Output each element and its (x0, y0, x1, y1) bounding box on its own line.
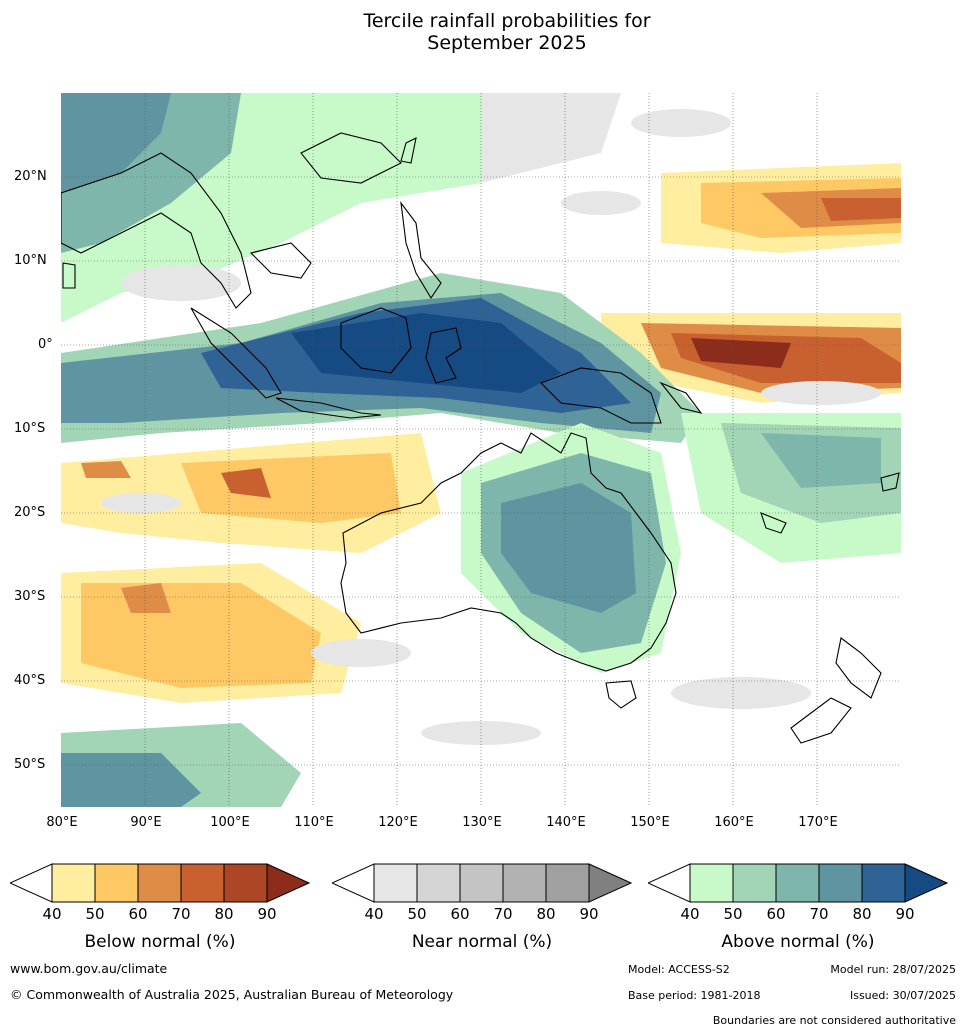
colorbar-tick: 60 (128, 905, 148, 923)
lon-label: 120°E (378, 815, 418, 830)
new-guinea-coast (540, 367, 662, 424)
lat-label: 20°S (14, 505, 46, 520)
colorbar-tick: 70 (493, 905, 513, 923)
lon-label: 130°E (462, 815, 502, 830)
colorbar-tick: 50 (85, 905, 105, 923)
colorbar-tick: 50 (723, 905, 743, 923)
sulawesi-coast (425, 327, 462, 384)
lat-label: 10°N (14, 253, 47, 268)
above-normal-colorbar (648, 863, 948, 903)
lat-label: 50°S (14, 757, 46, 772)
colorbar-tick: 60 (766, 905, 786, 923)
colorbar-arrow-low (10, 863, 53, 903)
colorbar-tick: 60 (450, 905, 470, 923)
lon-label: 160°E (714, 815, 754, 830)
near-normal-title: Near normal (%) (411, 932, 553, 952)
colorbar-tick: 80 (536, 905, 556, 923)
coastlines (61, 132, 900, 744)
probability-map (61, 93, 901, 807)
colorbar-segment (775, 863, 820, 903)
lat-label: 40°S (14, 673, 46, 688)
colorbar-tick: 90 (895, 905, 915, 923)
colorbar-segment (223, 863, 268, 903)
colorbar-segment (459, 863, 504, 903)
nz-south-island-coast (790, 697, 852, 744)
title-line-1: Tercile rainfall probabilities for (363, 10, 651, 32)
colorbar-segment (732, 863, 777, 903)
colorbar-tick: 70 (171, 905, 191, 923)
lon-label: 90°E (130, 815, 162, 830)
lon-label: 150°E (630, 815, 670, 830)
map-title: Tercile rainfall probabilities for Septe… (0, 10, 965, 54)
issued-text: Issued: 30/07/2025 (849, 989, 956, 1002)
colorbar-tick: 80 (214, 905, 234, 923)
above-normal-title: Above normal (%) (721, 932, 875, 952)
java-coast (275, 397, 382, 419)
region-above-nw-80 (61, 93, 171, 193)
colorbar-segment (648, 863, 691, 903)
indochina-coast (249, 242, 312, 279)
lat-label: 20°N (14, 169, 47, 184)
colorbar-segment (373, 863, 418, 903)
colorbar-segment (51, 863, 96, 903)
colorbar-segment (904, 863, 948, 903)
lat-label: 30°S (14, 589, 46, 604)
below-normal-title: Below normal (%) (84, 932, 236, 952)
colorbar-segment (689, 863, 734, 903)
lon-label: 110°E (294, 815, 334, 830)
below-normal-colorbar (10, 863, 310, 903)
colorbar-tick: 90 (257, 905, 277, 923)
near-normal-colorbar (332, 863, 632, 903)
colorbar-segment (861, 863, 906, 903)
colorbar-segment (266, 863, 310, 903)
sumatra-coast (190, 307, 282, 399)
lon-label: 100°E (210, 815, 250, 830)
copyright-text: © Commonwealth of Australia 2025, Austra… (10, 987, 454, 1002)
graticule (61, 93, 901, 807)
lat-label: 0° (38, 337, 53, 352)
nz-north-island-coast (835, 637, 882, 699)
base-period-text: Base period: 1981-2018 (628, 989, 761, 1002)
colorbar-segment (416, 863, 461, 903)
colorbar-segment (502, 863, 547, 903)
colorbar-segment (332, 863, 375, 903)
map-svg (61, 93, 901, 807)
china-coast (300, 132, 402, 184)
borneo-coast (340, 307, 412, 374)
model-run-text: Model run: 28/07/2025 (830, 963, 956, 976)
colorbar-tick: 40 (42, 905, 62, 923)
lat-label: 10°S (14, 421, 46, 436)
australia-coast (340, 432, 677, 672)
colorbar-tick: 40 (680, 905, 700, 923)
title-line-2: September 2025 (427, 32, 587, 54)
colorbar-tick: 70 (809, 905, 829, 923)
colorbar-tick: 40 (364, 905, 384, 923)
colorbar-segment (137, 863, 182, 903)
lon-label: 80°E (46, 815, 78, 830)
website-link[interactable]: www.bom.gov.au/climate (10, 961, 168, 976)
near-normal-patches (101, 109, 881, 745)
lon-label: 140°E (546, 815, 586, 830)
sri-lanka-coast (62, 262, 76, 289)
colorbar-tick: 90 (579, 905, 599, 923)
colorbar-segment (545, 863, 590, 903)
colorbar-tick: 80 (852, 905, 872, 923)
region-below-indian (181, 453, 401, 523)
colorbar-segment (588, 863, 632, 903)
tasmania-coast (605, 680, 637, 709)
se-asia-coast (61, 152, 252, 309)
colorbar-segment (818, 863, 863, 903)
colorbar-segment (180, 863, 225, 903)
model-text: Model: ACCESS-S2 (628, 963, 730, 976)
philippines-coast (400, 201, 442, 300)
colorbar-tick: 50 (407, 905, 427, 923)
disclaimer-text: Boundaries are not considered authoritat… (712, 1014, 956, 1027)
colorbar-segment (94, 863, 139, 903)
lon-label: 170°E (798, 815, 838, 830)
